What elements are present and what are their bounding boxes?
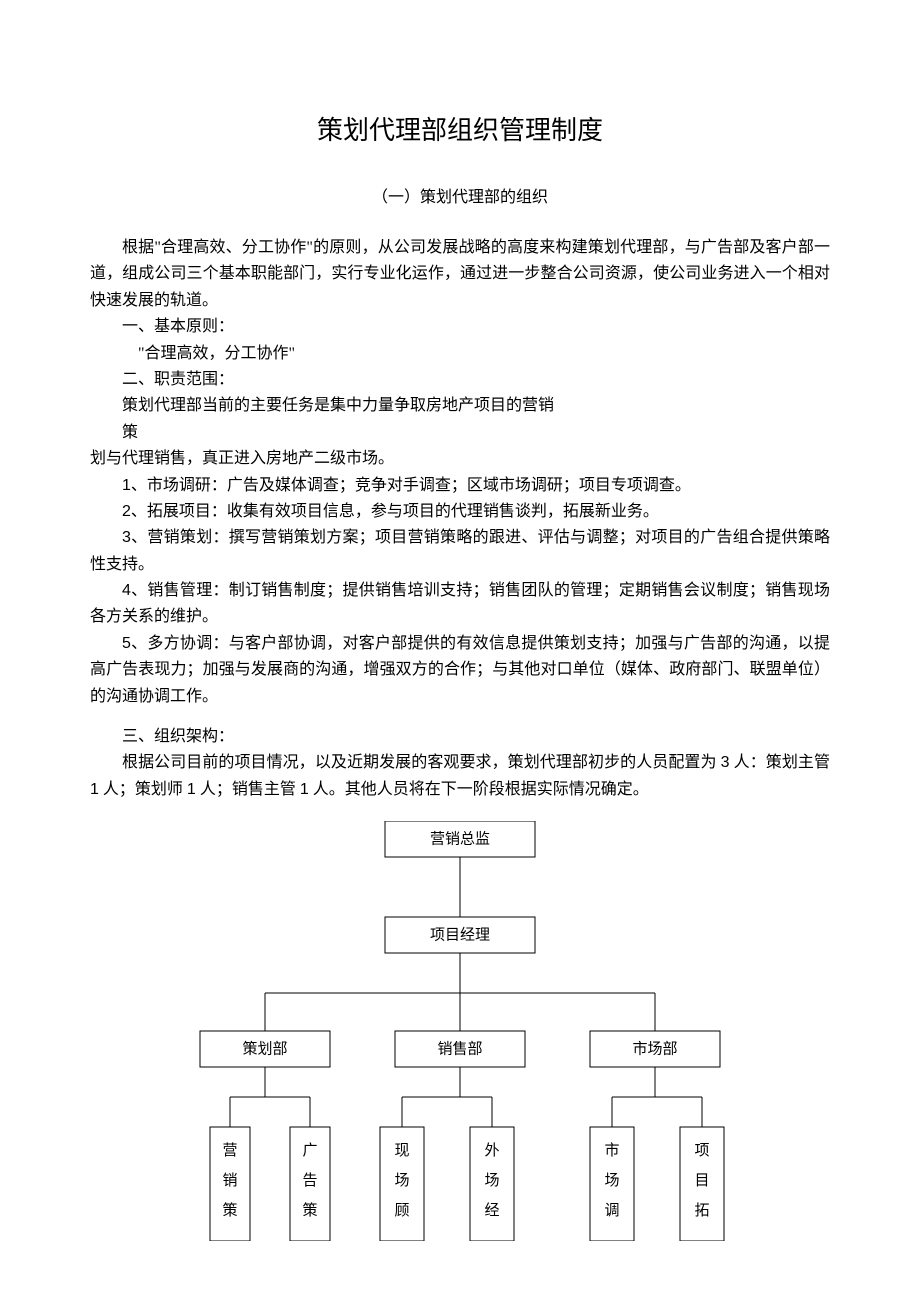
heading-3-body: 根据公司目前的项目情况，以及近期发展的客观要求，策划代理部初步的人员配置为 3 … — [90, 750, 830, 803]
svg-text:项目经理: 项目经理 — [430, 927, 490, 944]
item-5: 5、多方协调：与客户部协调，对客户部提供的有效信息提供策划支持；加强与广告部的沟… — [90, 631, 830, 710]
item-3: 3、营销策划：撰写营销策划方案；项目营销策略的跟进、评估与调整；对项目的广告组合… — [90, 525, 830, 578]
svg-text:策划部: 策划部 — [242, 1041, 287, 1058]
h3-num1: 3 — [721, 754, 730, 771]
svg-text:告: 告 — [302, 1172, 317, 1189]
org-chart-svg: 营销总监项目经理策划部销售部市场部营销策广告策现场顾外场经市场调项目拓 — [140, 821, 780, 1241]
heading-2: 二、职责范围： — [90, 367, 830, 393]
item-4: 4、销售管理：制订销售制度；提供销售培训支持；销售团队的管理；定期销售会议制度；… — [90, 578, 830, 631]
item-3-num: 3 — [122, 529, 131, 546]
h3-part1: 根据公司目前的项目情况，以及近期发展的客观要求，策划代理部初步的人员配置为 — [122, 754, 721, 771]
svg-text:场: 场 — [394, 1172, 409, 1189]
h3-part9: 人。其他人员将在下一阶段根据实际情况确定。 — [309, 781, 649, 798]
svg-text:经: 经 — [484, 1202, 499, 1219]
svg-text:拓: 拓 — [694, 1202, 709, 1219]
item-4-num: 4 — [122, 582, 131, 599]
item-2-num: 2 — [122, 503, 131, 520]
svg-text:营销总监: 营销总监 — [430, 831, 490, 848]
heading-1: 一、基本原则： — [90, 314, 830, 340]
doc-title: 策划代理部组织管理制度 — [90, 110, 830, 147]
heading-3: 三、组织架构： — [90, 724, 830, 750]
h3-part3: 人：策划主管 — [730, 754, 830, 771]
svg-text:广: 广 — [302, 1142, 317, 1159]
svg-text:场: 场 — [604, 1172, 619, 1189]
item-1: 1、市场调研：广告及媒体调查；竞争对手调查；区域市场调研；项目专项调查。 — [90, 473, 830, 499]
svg-text:市: 市 — [604, 1142, 619, 1159]
h3-part7: 人；销售主管 — [196, 781, 300, 798]
doc-subtitle: （一）策划代理部的组织 — [90, 183, 830, 207]
item-3-text: 、营销策划：撰写营销策划方案；项目营销策略的跟进、评估与调整；对项目的广告组合提… — [90, 529, 830, 572]
heading-2-body-b: 策 — [90, 420, 830, 446]
svg-text:顾: 顾 — [394, 1203, 409, 1219]
h3-num2: 1 — [90, 781, 99, 798]
org-chart: 营销总监项目经理策划部销售部市场部营销策广告策现场顾外场经市场调项目拓 — [90, 821, 830, 1241]
item-2-text: 、拓展项目：收集有效项目信息，参与项目的代理销售谈判，拓展新业务。 — [131, 503, 659, 520]
svg-text:市场部: 市场部 — [632, 1041, 677, 1058]
paragraph-intro: 根据"合理高效、分工协作"的原则，从公司发展战略的高度来构建策划代理部，与广告部… — [90, 235, 830, 314]
svg-text:现: 现 — [394, 1143, 409, 1159]
item-1-text: 、市场调研：广告及媒体调查；竞争对手调查；区域市场调研；项目专项调查。 — [131, 477, 691, 494]
item-2: 2、拓展项目：收集有效项目信息，参与项目的代理销售谈判，拓展新业务。 — [90, 499, 830, 525]
svg-text:目: 目 — [694, 1173, 709, 1189]
svg-text:项: 项 — [694, 1142, 709, 1159]
svg-text:策: 策 — [302, 1202, 317, 1219]
svg-text:营: 营 — [222, 1142, 237, 1159]
item-5-text: 、多方协调：与客户部协调，对客户部提供的有效信息提供策划支持；加强与广告部的沟通… — [90, 635, 830, 705]
svg-text:调: 调 — [604, 1202, 619, 1219]
h3-num4: 1 — [300, 781, 309, 798]
svg-text:销售部: 销售部 — [437, 1041, 482, 1058]
h3-num3: 1 — [187, 781, 196, 798]
heading-2-body-a: 策划代理部当前的主要任务是集中力量争取房地产项目的营销 — [90, 393, 830, 419]
heading-1-body: "合理高效，分工协作" — [90, 341, 830, 367]
svg-text:外: 外 — [484, 1142, 499, 1159]
heading-2-body-c: 划与代理销售，真正进入房地产二级市场。 — [90, 446, 830, 472]
h3-part5: 人；策划师 — [99, 781, 187, 798]
item-5-num: 5 — [122, 635, 131, 652]
svg-text:场: 场 — [484, 1172, 499, 1189]
item-1-num: 1 — [122, 477, 131, 494]
svg-text:销: 销 — [222, 1172, 237, 1189]
item-4-text: 、销售管理：制订销售制度；提供销售培训支持；销售团队的管理；定期销售会议制度；销… — [90, 582, 830, 625]
svg-text:策: 策 — [222, 1202, 237, 1219]
